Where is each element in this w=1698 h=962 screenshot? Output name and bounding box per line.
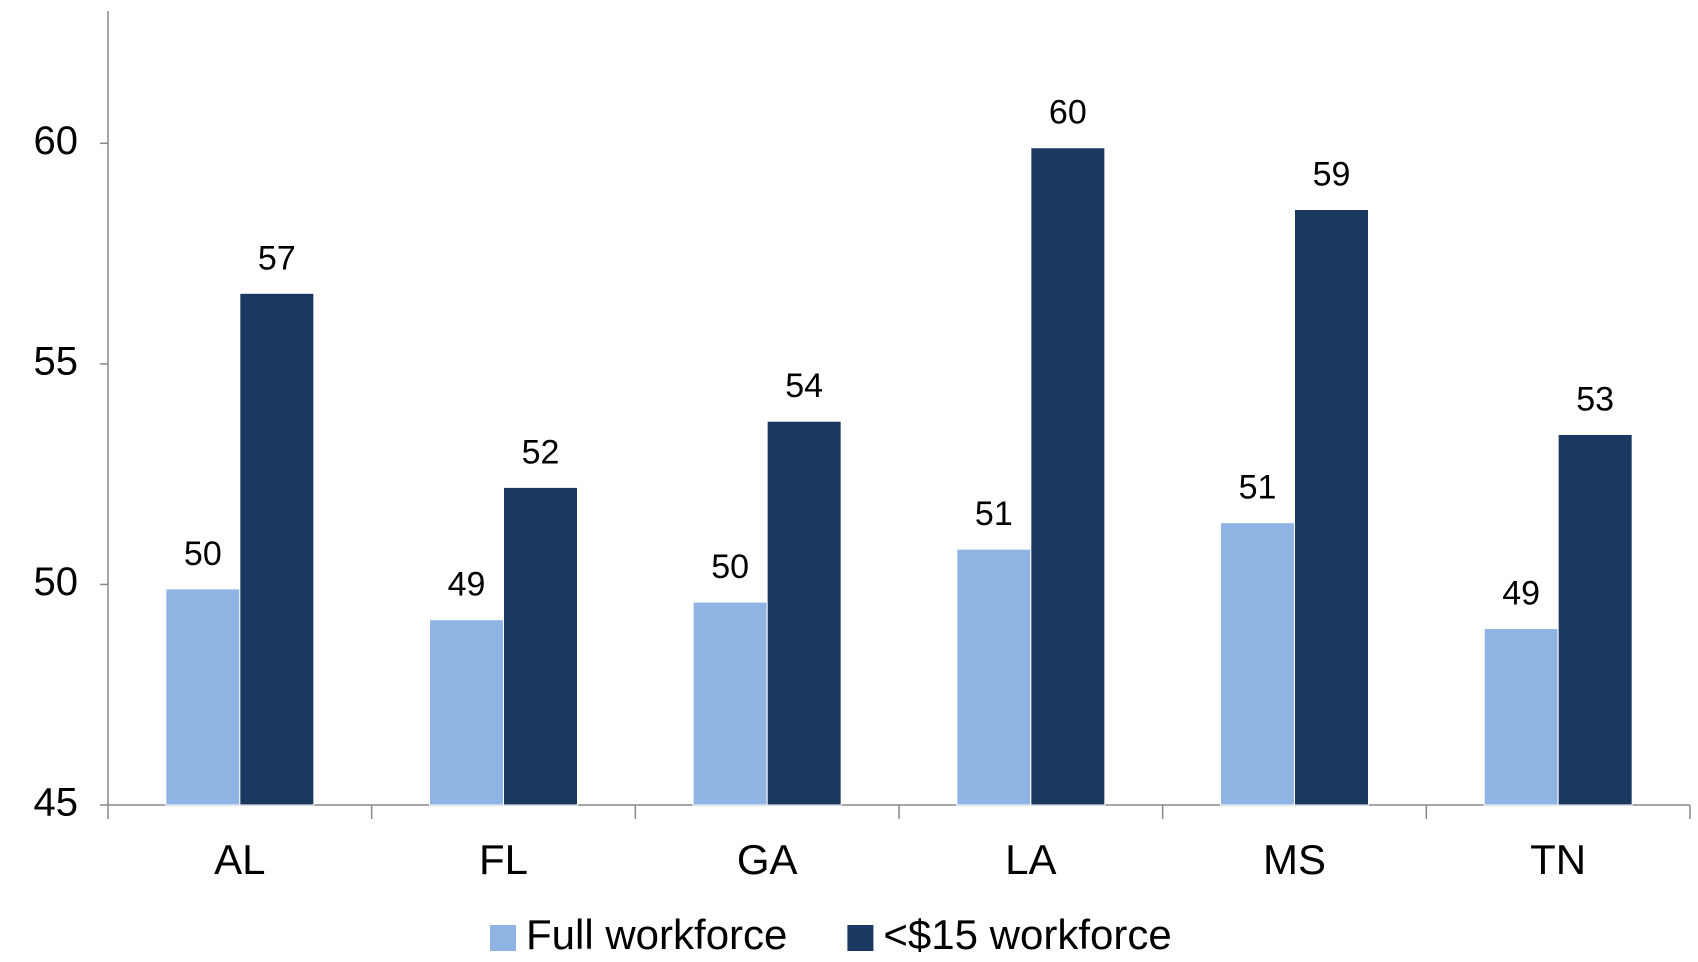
x-tick-label: AL — [214, 836, 265, 883]
value-label: 52 — [522, 433, 560, 471]
bar — [239, 292, 315, 806]
legend-swatch — [490, 925, 516, 951]
y-tick-label: 55 — [34, 339, 79, 383]
bar — [1030, 147, 1106, 806]
bar — [1557, 433, 1633, 806]
bar — [165, 588, 241, 806]
value-label: 50 — [711, 548, 749, 586]
x-tick-label: TN — [1530, 836, 1586, 883]
x-tick-label: FL — [479, 836, 528, 883]
value-label: 49 — [1502, 575, 1540, 613]
bar — [956, 548, 1032, 806]
x-tick-label: MS — [1263, 836, 1326, 883]
value-label: 53 — [1576, 380, 1614, 418]
y-tick-label: 45 — [34, 781, 79, 825]
x-tick-label: LA — [1005, 836, 1056, 883]
bar — [429, 619, 504, 806]
bar — [503, 486, 578, 806]
value-label: 59 — [1313, 155, 1351, 193]
legend-swatch — [847, 925, 874, 951]
bar — [692, 601, 768, 806]
y-tick-label: 60 — [34, 119, 79, 163]
value-label: 60 — [1049, 94, 1087, 132]
value-label: 51 — [1239, 469, 1277, 507]
y-tick-label: 50 — [34, 560, 79, 604]
legend-label: <$15 workforce — [883, 911, 1171, 958]
value-label: 54 — [785, 367, 823, 405]
value-label: 49 — [448, 566, 486, 604]
bar — [1483, 628, 1559, 806]
x-tick-label: GA — [737, 836, 798, 883]
bar — [1220, 522, 1295, 806]
value-label: 51 — [975, 495, 1013, 533]
value-label: 50 — [184, 535, 222, 573]
bar — [766, 420, 842, 806]
legend-label: Full workforce — [526, 911, 787, 958]
value-label: 57 — [258, 239, 296, 277]
bar — [1294, 209, 1369, 806]
